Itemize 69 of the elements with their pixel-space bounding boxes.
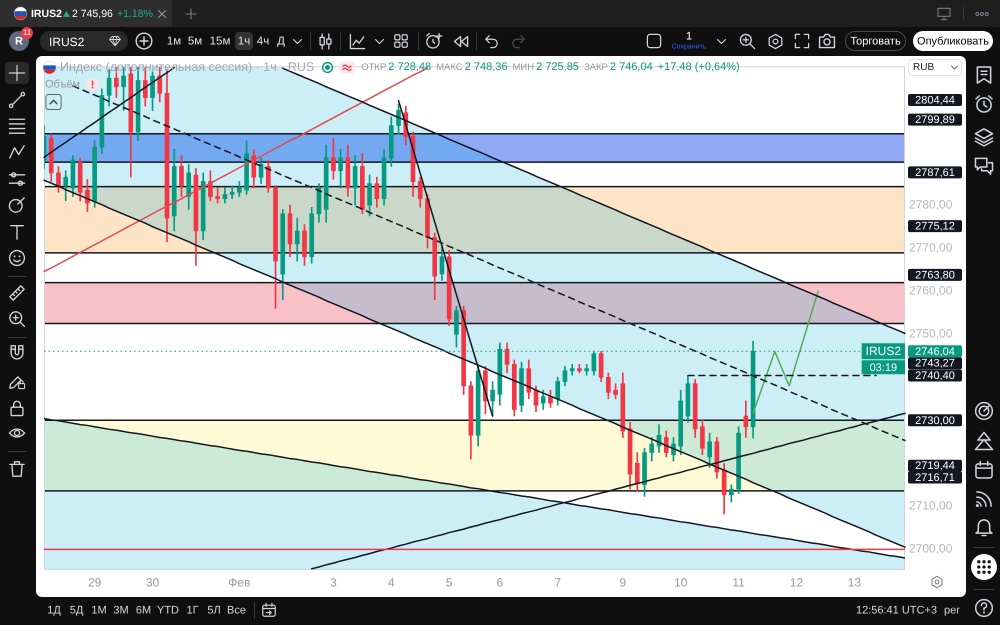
text: IRUS2 xyxy=(49,34,84,48)
text: 5Л xyxy=(207,604,221,616)
text: 12:56:41 UTC+3 xyxy=(856,604,937,616)
text: Торговать xyxy=(850,35,901,47)
y-tick-label: 2770,00 xyxy=(908,240,953,254)
annotation: 03:19 xyxy=(870,362,898,374)
x-tick-label: 11 xyxy=(732,576,746,590)
y2-tick-label: 2719,44 xyxy=(915,460,955,472)
text: YTD xyxy=(157,604,179,616)
annotation: 2 746,04 xyxy=(610,61,653,73)
text: 3М xyxy=(113,604,129,616)
text: 2 745,96 xyxy=(72,7,113,20)
text: Все xyxy=(227,604,246,616)
annotation: Объём xyxy=(45,78,80,90)
annotation: МАКС xyxy=(436,62,463,73)
y2-tick-label: 2804,44 xyxy=(915,94,955,107)
y-tick-label: 2710,00 xyxy=(908,498,953,513)
text: 15м xyxy=(210,34,230,48)
x-tick-label: 9 xyxy=(619,576,626,590)
text: 1М xyxy=(91,604,107,616)
text: 5Д xyxy=(70,604,84,616)
y-tick-label: 2700,00 xyxy=(908,542,953,556)
text: R xyxy=(15,35,23,47)
text: рег xyxy=(944,604,960,616)
text: +1.18% xyxy=(117,7,153,20)
text: Опубликовать xyxy=(917,35,989,47)
x-tick-label: 10 xyxy=(674,576,688,590)
y2-tick-label: 2799,89 xyxy=(915,114,955,126)
x-tick-label: 30 xyxy=(146,576,160,590)
y-tick-label: 2780,00 xyxy=(908,197,953,212)
annotation: 2 748,36 xyxy=(464,61,508,73)
text: 1Г xyxy=(186,604,199,616)
y2-tick-label: 2716,71 xyxy=(915,472,955,484)
text: 1 xyxy=(686,30,692,42)
x-tick-label: 3 xyxy=(330,576,338,590)
text: 5м xyxy=(188,34,202,48)
x-tick-label: 12 xyxy=(790,576,804,590)
text: 6М xyxy=(136,604,152,616)
x-tick-label: 4 xyxy=(388,576,395,590)
text: RUB xyxy=(913,62,934,73)
x-tick-label: 29 xyxy=(88,576,102,590)
x-tick-label: Фев xyxy=(228,576,250,590)
y2-tick-label: 2775,12 xyxy=(915,220,955,233)
ref-line-label: IRUS2 xyxy=(866,344,902,358)
y2-tick-label: 2743,27 xyxy=(915,358,955,370)
y2-tick-label: 2746,04 xyxy=(915,346,955,358)
annotation: +17,48 (+0,64%) xyxy=(658,61,740,73)
x-tick-label: 5 xyxy=(446,576,453,590)
y2-tick-label: 2763,80 xyxy=(915,269,955,282)
annotation: 2 728,48 xyxy=(388,61,432,73)
y-tick-label: 2760,00 xyxy=(908,284,953,298)
text: IRUS2 xyxy=(31,7,62,20)
text: 1Д xyxy=(47,604,61,616)
y2-tick-label: 2787,61 xyxy=(915,166,955,179)
x-tick-label: 7 xyxy=(554,576,562,590)
text: 1ч xyxy=(238,34,250,48)
x-tick-label: 13 xyxy=(848,576,862,590)
text: 1м xyxy=(166,34,182,48)
y2-tick-label: 2740,40 xyxy=(915,370,955,382)
y2-tick-label: 2730,00 xyxy=(915,414,955,427)
text: Д xyxy=(277,34,285,48)
chart-title: Индекс (дополнительная сессия) · 1ч · RUS xyxy=(60,60,314,74)
text: 4ч xyxy=(256,34,270,48)
annotation: МИН xyxy=(512,62,534,73)
annotation: ЗАКР xyxy=(584,62,608,73)
annotation: 2 725,85 xyxy=(536,61,579,73)
y-tick-label: 2750,00 xyxy=(908,326,953,341)
annotation: ОТКР xyxy=(361,62,386,73)
x-tick-label: 6 xyxy=(496,576,504,590)
